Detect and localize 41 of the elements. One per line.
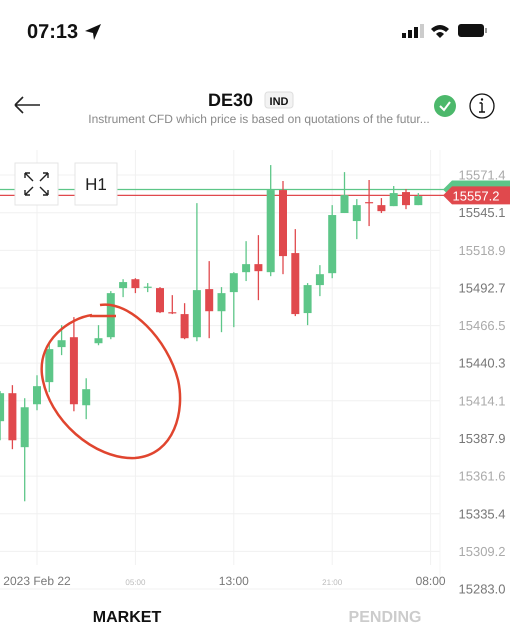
candlestick xyxy=(58,324,66,356)
candlestick xyxy=(144,282,152,293)
x-tick-label: 05:00 xyxy=(125,578,146,587)
y-tick-label: 15466.5 xyxy=(458,318,506,334)
y-tick-label: 15387.9 xyxy=(458,430,506,446)
candlestick xyxy=(218,286,226,333)
candlestick xyxy=(205,260,214,339)
candlestick xyxy=(230,272,238,328)
ref-line-label: 15557.2 xyxy=(452,188,500,204)
y-tick-label: 15545.1 xyxy=(458,205,506,220)
candlestick xyxy=(82,378,90,420)
y-tick-label: 15309.2 xyxy=(458,544,506,559)
y-tick-label: 15283.0 xyxy=(458,582,506,596)
text: MARKET xyxy=(92,609,162,625)
text: 07:13 xyxy=(27,21,78,43)
y-tick-label: 15335.4 xyxy=(458,506,506,522)
y-tick-label: 15571.4 xyxy=(458,167,506,182)
chart-subtitle: Instrument CFD which price is based on quotations of the futur... xyxy=(88,112,430,126)
x-tick-label: 2023 Feb 22 xyxy=(3,574,72,588)
candlestick xyxy=(254,234,262,301)
candlestick xyxy=(168,294,176,315)
candlestick xyxy=(131,278,140,294)
candlestick xyxy=(119,278,128,298)
candlestick xyxy=(352,198,361,240)
y-tick-label: 15492.7 xyxy=(458,280,506,296)
text: IND xyxy=(270,96,289,108)
candlestick xyxy=(242,240,250,282)
x-tick-label: 13:00 xyxy=(218,574,250,588)
y-tick-label: 15440.3 xyxy=(458,356,506,371)
chart-title: DE30 xyxy=(208,90,253,110)
y-tick-label: 15414.1 xyxy=(458,393,506,408)
candlestick xyxy=(377,197,386,214)
y-tick-label: 15361.6 xyxy=(458,468,506,484)
x-tick-label: 08:00 xyxy=(416,574,446,588)
candlestick xyxy=(94,324,102,346)
candlestick xyxy=(316,264,324,297)
candlestick xyxy=(33,374,41,411)
y-tick-label: 15518.9 xyxy=(458,242,506,258)
x-tick-label: 21:00 xyxy=(322,578,343,587)
annotation: H1 xyxy=(85,175,107,194)
candlestick xyxy=(414,192,422,206)
